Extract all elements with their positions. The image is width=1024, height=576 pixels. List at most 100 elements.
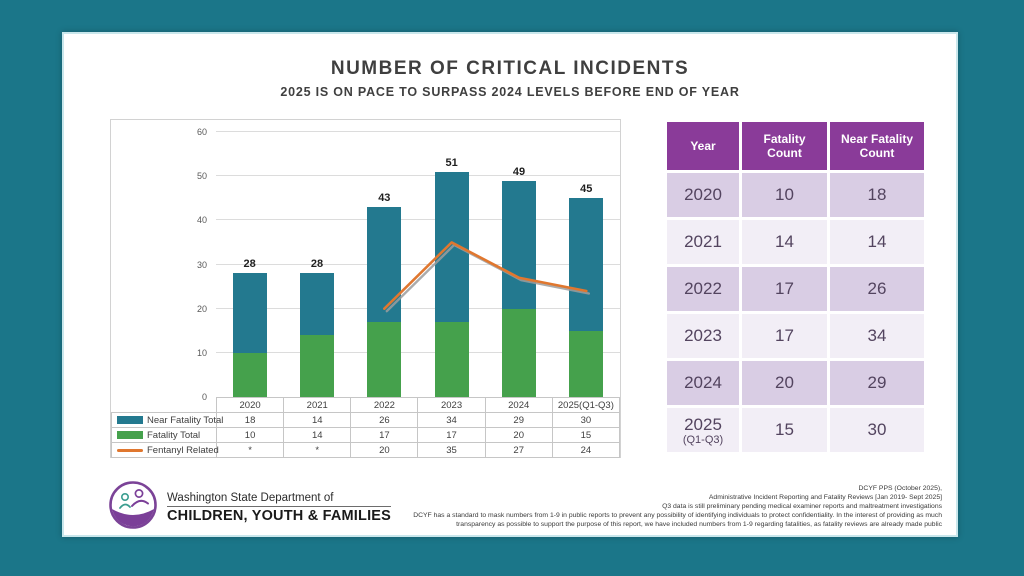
value-cell: 24 bbox=[551, 442, 621, 458]
value-cell: 35 bbox=[417, 442, 486, 458]
bar-total-label: 49 bbox=[512, 165, 526, 178]
summary-table: Year Fatality Count Near Fatality Count 202… bbox=[667, 122, 924, 452]
bar-column-2020: 28 bbox=[216, 132, 283, 397]
value-cell: 30 bbox=[551, 412, 621, 428]
logo-texts: Washington State Department of CHILDREN,… bbox=[167, 492, 392, 524]
y-tick-30: 30 bbox=[196, 259, 207, 270]
y-axis-labels: 0 10 20 30 40 50 60 bbox=[111, 120, 216, 402]
summary-fatality-cell: 20 bbox=[742, 361, 827, 405]
value-cell: 17 bbox=[350, 427, 419, 443]
y-tick-0: 0 bbox=[201, 392, 207, 402]
summary-fatality-cell: 10 bbox=[742, 173, 827, 217]
legend-cell: Near Fatality Total bbox=[111, 412, 223, 428]
value-cell: 20 bbox=[484, 427, 553, 443]
bar-column-2023: 51 bbox=[418, 132, 485, 397]
summary-year-cell: 2021 bbox=[667, 220, 739, 264]
year-value: 2020 bbox=[684, 185, 722, 204]
fatality-segment bbox=[299, 335, 334, 397]
near-fatality-segment bbox=[569, 198, 604, 331]
category-label: 2021 bbox=[283, 397, 352, 413]
fatality-segment bbox=[232, 352, 267, 397]
value-cell: 18 bbox=[215, 412, 285, 428]
year-value: 2023 bbox=[684, 326, 722, 345]
summary-near-fatality-cell: 26 bbox=[830, 267, 924, 311]
summary-fatality-cell: 17 bbox=[742, 314, 827, 358]
fatality-segment bbox=[501, 308, 536, 397]
near-fatality-segment bbox=[232, 273, 267, 353]
page-subtitle: 2025 IS ON PACE TO SURPASS 2024 LEVELS B… bbox=[280, 85, 740, 99]
summary-near-fatality-cell: 14 bbox=[830, 220, 924, 264]
footnote-line-4: DCYF has a standard to mask numbers from… bbox=[413, 512, 942, 520]
summary-near-fatality-cell: 34 bbox=[830, 314, 924, 358]
bar-column-2025(Q1-Q3): 45 bbox=[553, 132, 620, 397]
bar-total-label: 45 bbox=[580, 183, 593, 196]
legend-row: Fentanyl Related * * 20 35 27 24 bbox=[111, 442, 621, 458]
year-value: 2024 bbox=[684, 373, 722, 392]
bar-total-label: 51 bbox=[445, 156, 458, 169]
slide: NUMBER OF CRITICAL INCIDENTS 2025 IS ON … bbox=[62, 32, 958, 537]
summary-year-cell: 2024 bbox=[667, 361, 739, 405]
legend-label: Fatality Total bbox=[147, 429, 201, 441]
stacked-bar-2020 bbox=[232, 273, 267, 397]
dcyf-logo-icon bbox=[108, 480, 158, 535]
y-tick-10: 10 bbox=[196, 347, 207, 358]
summary-near-fatality-cell: 29 bbox=[830, 361, 924, 405]
value-cell: * bbox=[215, 442, 285, 458]
year-value: 2022 bbox=[684, 279, 722, 298]
blank-cell bbox=[112, 398, 217, 413]
summary-header-year: Year bbox=[667, 122, 739, 170]
value-cell: 10 bbox=[215, 427, 285, 443]
y-tick-20: 20 bbox=[196, 303, 207, 314]
year-qualifier: (Q1-Q3) bbox=[682, 433, 724, 446]
bar-total-label: 28 bbox=[243, 258, 256, 271]
summary-header-fatality-count: Fatality Count bbox=[742, 122, 827, 170]
summary-year-cell: 2022 bbox=[667, 267, 739, 311]
value-cell: 14 bbox=[283, 427, 352, 443]
legend-cell: Fentanyl Related bbox=[111, 442, 219, 458]
value-cell: 17 bbox=[417, 427, 486, 443]
year-value: 2025 bbox=[684, 414, 722, 434]
footnotes: DCYF PPS (October 2025), Administrative I… bbox=[413, 485, 942, 530]
stacked-bar-2022 bbox=[367, 207, 402, 397]
category-label: 2024 bbox=[484, 397, 553, 413]
plot-area: 28 28 43 51 49 45 bbox=[216, 120, 620, 397]
stacked-bar-2023 bbox=[434, 171, 469, 397]
summary-near-fatality-cell: 30 bbox=[830, 408, 924, 452]
summary-fatality-cell: 17 bbox=[742, 267, 827, 311]
gridline-40 bbox=[216, 219, 620, 221]
y-tick-40: 40 bbox=[196, 215, 207, 226]
near-fatality-segment bbox=[367, 207, 402, 322]
legend-row: Fatality Total 10 14 17 17 20 15 bbox=[111, 427, 621, 443]
y-tick-60: 60 bbox=[196, 127, 207, 137]
category-label: 2023 bbox=[417, 397, 486, 413]
gridline-50 bbox=[216, 175, 620, 177]
value-cell: * bbox=[283, 442, 352, 458]
footnote-line-2: Administrative Incident Reporting and Fa… bbox=[708, 494, 942, 502]
bar-total-label: 43 bbox=[378, 192, 391, 205]
dcyf-logo: Washington State Department of CHILDREN,… bbox=[108, 480, 392, 535]
summary-near-fatality-cell: 18 bbox=[830, 173, 924, 217]
plot-row: 0 10 20 30 40 50 60 28 28 43 51 49 45 bbox=[111, 120, 620, 402]
summary-fatality-cell: 15 bbox=[742, 408, 827, 452]
value-cell: 20 bbox=[350, 442, 419, 458]
bars-layer: 28 28 43 51 49 45 bbox=[216, 132, 620, 397]
stacked-bar-2025(Q1-Q3) bbox=[569, 198, 604, 397]
value-cell: 29 bbox=[484, 412, 553, 428]
near-fatality-segment bbox=[501, 180, 536, 309]
value-cell: 15 bbox=[551, 427, 621, 443]
summary-year-cell: 2020 bbox=[667, 173, 739, 217]
y-tick-50: 50 bbox=[196, 171, 207, 182]
stacked-bar-2024 bbox=[501, 180, 536, 397]
logo-department-text: Washington State Department of bbox=[167, 492, 392, 507]
footnote-line-5: transparency as possible to support the … bbox=[456, 521, 942, 529]
bar-swatch-icon bbox=[117, 416, 143, 424]
page-title: NUMBER OF CRITICAL INCIDENTS bbox=[330, 58, 690, 79]
gridline-10 bbox=[216, 351, 620, 353]
legend-label: Near Fatality Total bbox=[147, 414, 224, 426]
value-cell: 14 bbox=[283, 412, 352, 428]
legend-row: Near Fatality Total 18 14 26 34 29 30 bbox=[111, 412, 621, 428]
near-fatality-segment bbox=[299, 273, 334, 336]
summary-year-cell: 2025 (Q1-Q3) bbox=[667, 408, 739, 452]
category-label: 2022 bbox=[350, 397, 419, 413]
gridline-60 bbox=[216, 131, 620, 132]
